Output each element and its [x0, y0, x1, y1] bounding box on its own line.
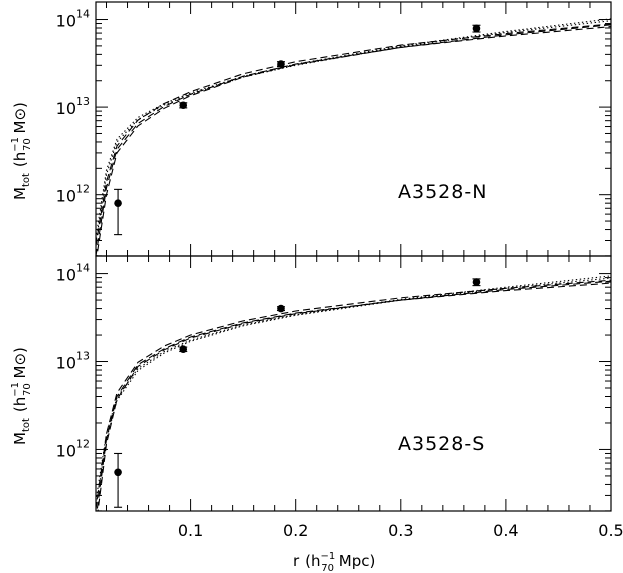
data-point — [472, 278, 481, 286]
y-tick-label: 1012 — [56, 437, 90, 460]
x-tick-label: 0.1 — [178, 521, 203, 540]
plot-frame — [95, 255, 612, 512]
model-curve-dashed-3 — [96, 24, 611, 256]
data-point — [179, 345, 188, 354]
model-curve-dashed-1 — [96, 282, 611, 511]
model-curve-dashed-1 — [96, 26, 611, 256]
y-tick-label: 1013 — [56, 350, 90, 373]
x-tick-label: 0.4 — [493, 521, 518, 540]
data-point — [114, 468, 122, 477]
model-curve-dotted-4 — [96, 18, 611, 239]
model-curve-dotted-5 — [96, 277, 611, 508]
y-tick-label: 1013 — [56, 95, 90, 118]
data-point — [114, 199, 122, 207]
x-tick-label: 0.3 — [388, 521, 413, 540]
model-curve-dashed-2 — [96, 279, 611, 510]
model-curves — [96, 18, 611, 256]
y-tick-label: 1014 — [56, 8, 90, 31]
panel-a3528-s: 1012 1013 1014 0.1 0.2 0.3 0.4 0.5 A3528-S — [56, 255, 623, 540]
plot-frame — [95, 1, 612, 257]
x-axis-label: r (h−1 70 Mpc) — [293, 551, 375, 573]
y-axis-label-bottom: Mtot(h−170 M⊙) — [10, 347, 33, 445]
data-point — [179, 101, 188, 110]
model-curve-dotted-5 — [96, 20, 611, 244]
data-point — [277, 304, 285, 313]
y-tick-label: 1014 — [56, 262, 90, 285]
model-curve-dotted-4 — [96, 275, 611, 501]
data-point — [277, 60, 285, 68]
panel-a3528-n: 1012 1013 1014 A3528-N — [56, 1, 612, 257]
y-axis-label-top: Mtot(h−170 M⊙) — [10, 102, 33, 200]
data-point — [472, 24, 481, 33]
model-curves — [96, 275, 611, 511]
panel-label: A3528-S — [398, 433, 485, 455]
y-tick-label: 1012 — [56, 183, 90, 206]
model-curve-dashed-2 — [96, 23, 611, 246]
x-tick-label: 0.2 — [283, 521, 308, 540]
x-tick-label: 0.5 — [598, 521, 623, 540]
panel-label: A3528-N — [398, 181, 487, 203]
model-curve-dashed-3 — [97, 280, 611, 511]
